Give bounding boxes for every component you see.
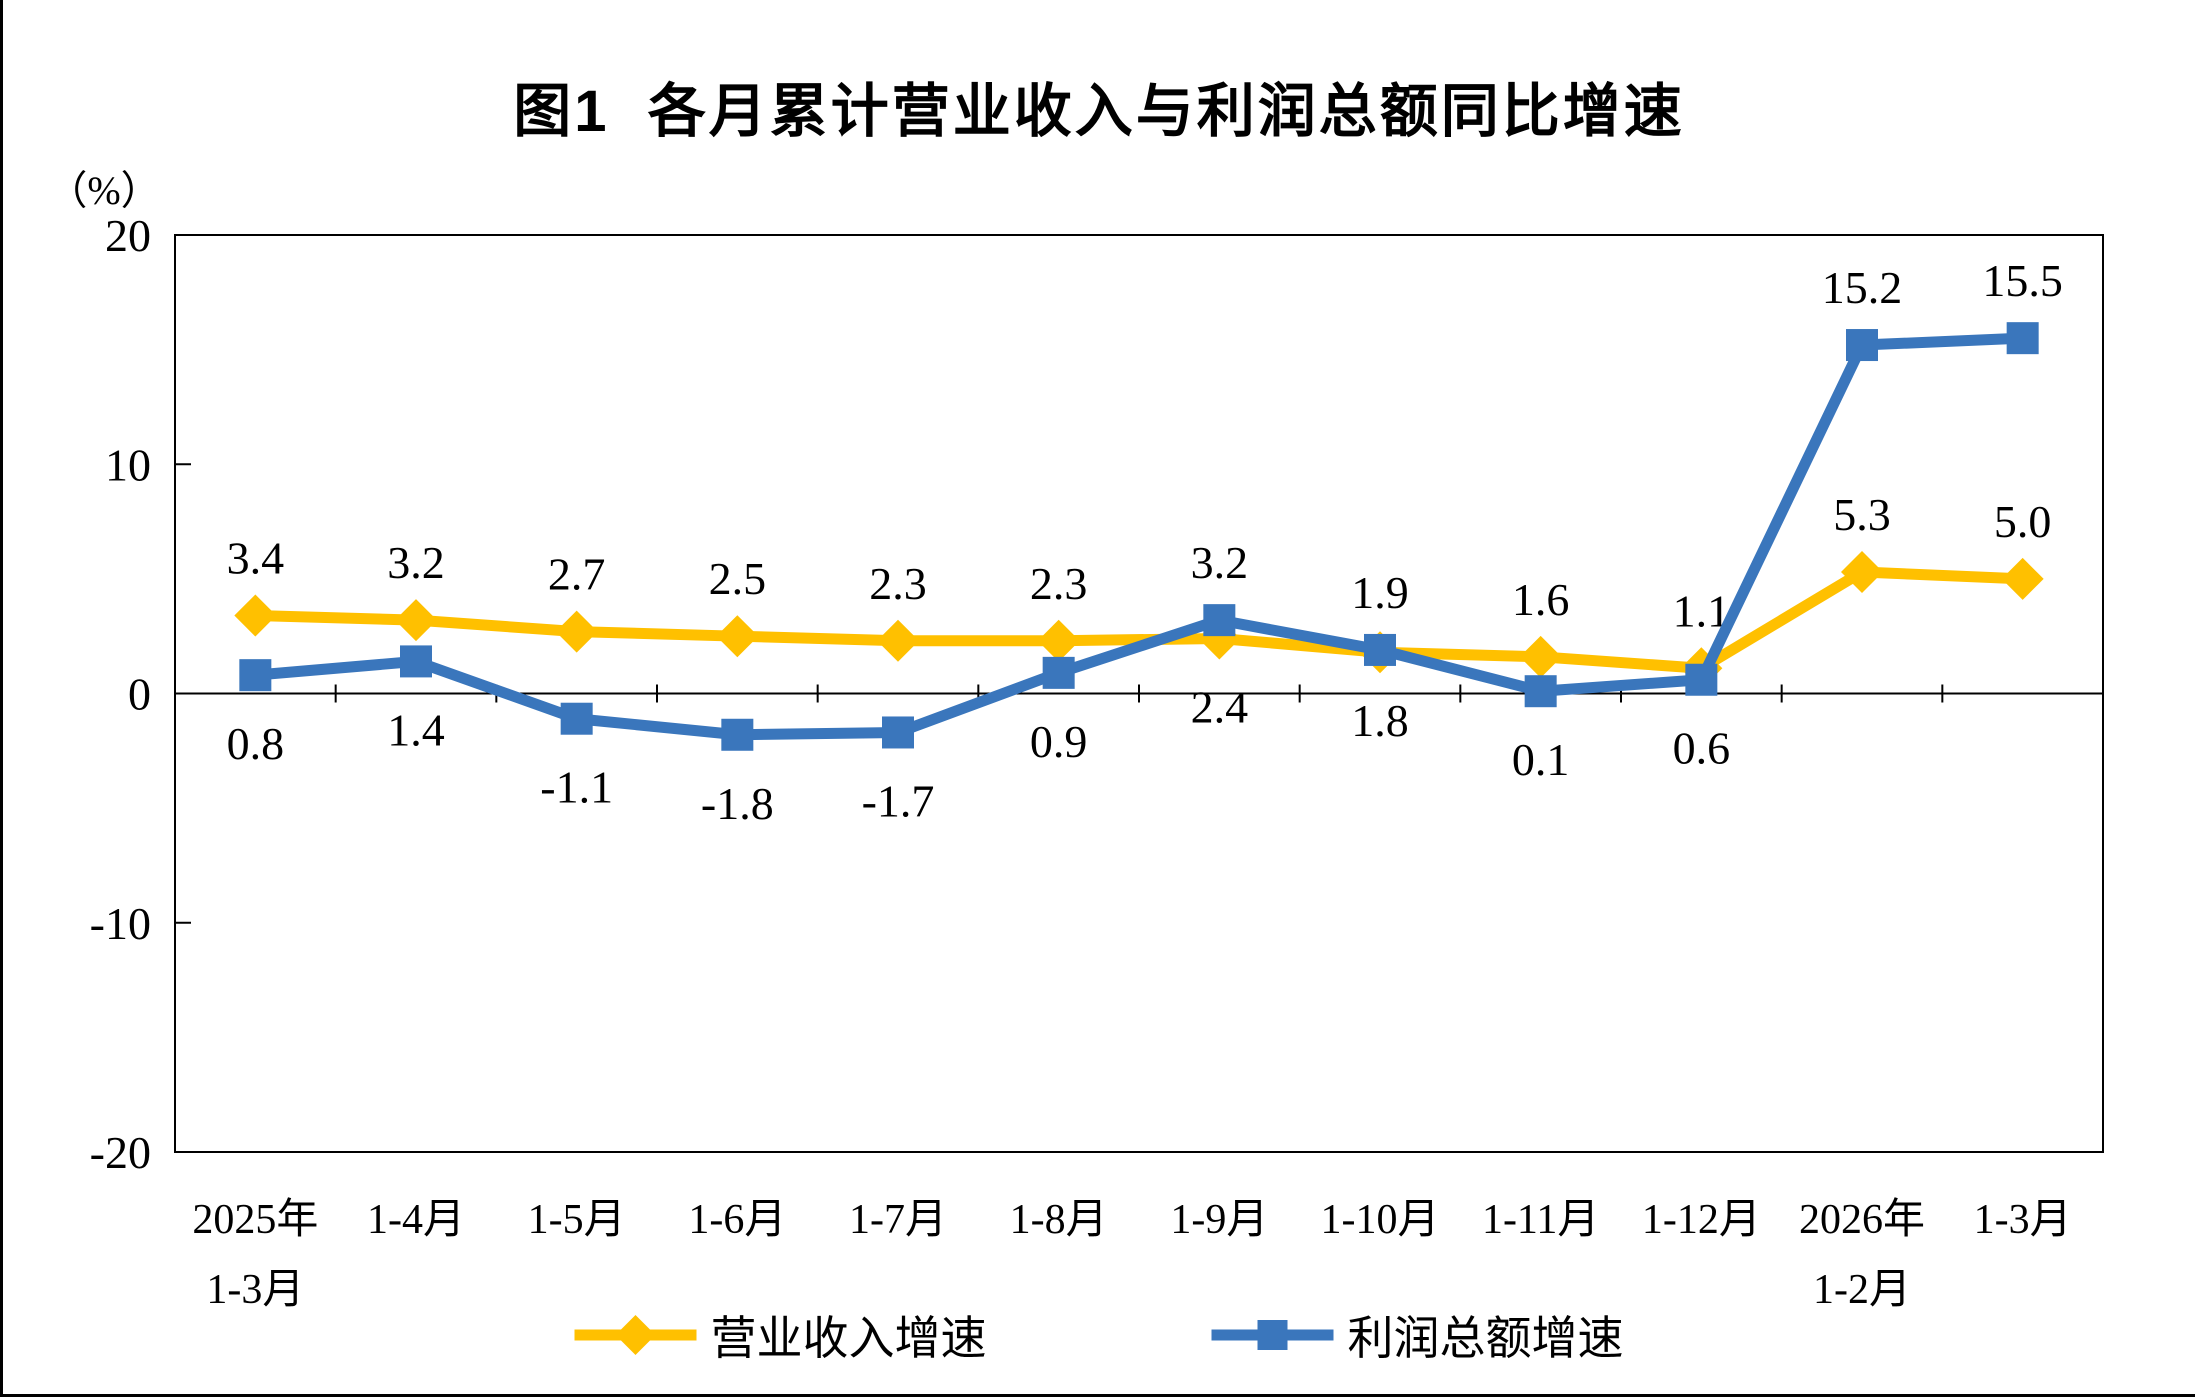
legend-item-0: 营业收入增速 <box>574 1302 987 1368</box>
data-point-label: 2.7 <box>548 549 606 600</box>
data-point-label: 1.6 <box>1512 574 1570 625</box>
data-point-label: 5.3 <box>1833 489 1891 540</box>
x-axis-label: 1-11月 <box>1482 1197 1599 1243</box>
chart-title: 图1 各月累计营业收入与利润总额同比增速 <box>513 79 1685 144</box>
data-point-label: 1.9 <box>1351 567 1409 618</box>
legend-marker-diamond-icon <box>574 1315 697 1355</box>
x-axis-label: 1-12月 <box>1642 1197 1761 1243</box>
data-point-label: 3.2 <box>387 537 445 588</box>
x-axis-label: 1-3月 <box>1974 1197 2072 1243</box>
data-point-label: 2.4 <box>1191 681 1249 732</box>
data-point-label: 3.2 <box>1191 537 1249 588</box>
data-point-label: 2.3 <box>1030 558 1088 609</box>
x-axis-label: 1-2月 <box>1813 1267 1911 1313</box>
diamond-marker <box>2001 557 2044 600</box>
square-marker <box>1846 329 1878 362</box>
x-axis-label: 1-7月 <box>849 1197 947 1243</box>
square-marker <box>1203 604 1236 637</box>
line-chart: 20 10 0 -10 -20 2025年 1-3月 1-4月 1-5月 1-6月 1-7月 1-8月… <box>90 210 2104 1313</box>
data-point-label: -1.7 <box>862 775 935 826</box>
data-point-label: 15.5 <box>1982 255 2063 306</box>
square-marker <box>1364 633 1396 666</box>
data-point-label: -1.8 <box>701 778 774 829</box>
data-point-label: 0.1 <box>1512 734 1570 785</box>
data-point-label: 5.0 <box>1994 496 2052 547</box>
series-line-1 <box>254 332 2023 741</box>
legend-label-0: 营业收入增速 <box>710 1313 987 1364</box>
diamond-marker <box>1841 550 1883 593</box>
x-axis-label: 1-3月 <box>206 1267 304 1313</box>
diamond-marker <box>1037 619 1080 662</box>
series-line-0 <box>255 566 2023 674</box>
data-point-label: 2.5 <box>709 553 767 604</box>
square-marker <box>560 702 593 735</box>
data-point-label: 15.2 <box>1822 262 1903 313</box>
data-point-label: 0.6 <box>1673 723 1731 774</box>
data-point-label: 3.4 <box>227 533 285 584</box>
data-point-label: -1.1 <box>540 762 613 813</box>
diamond-marker <box>716 615 759 658</box>
y-tick-label: 20 <box>105 210 151 261</box>
x-axis-label: 2025年 <box>192 1196 318 1243</box>
y-tick-label: 10 <box>105 439 151 490</box>
legend: 营业收入增速 利润总额增速 <box>574 1302 1624 1368</box>
x-axis-label: 1-10月 <box>1321 1197 1440 1243</box>
diamond-marker <box>555 610 598 653</box>
square-marker <box>239 659 272 692</box>
data-point-label: 0.9 <box>1030 716 1088 767</box>
x-axis-label: 1-9月 <box>1170 1197 1268 1243</box>
x-axis-label: 1-6月 <box>688 1197 786 1243</box>
x-axis-label: 1-5月 <box>528 1197 626 1243</box>
diamond-marker <box>395 599 437 642</box>
legend-label-1: 利润总额增速 <box>1347 1313 1624 1364</box>
square-marker <box>2006 322 2039 355</box>
square-marker <box>882 716 914 749</box>
diamond-marker <box>1519 635 1562 678</box>
y-tick-label: 0 <box>128 669 151 720</box>
square-marker <box>400 645 432 678</box>
data-point-label: 1.8 <box>1351 695 1409 746</box>
y-axis-unit-label: （%） <box>47 168 161 213</box>
legend-marker-square-icon <box>1211 1320 1334 1350</box>
x-axis-label: 1-4月 <box>367 1197 465 1243</box>
y-tick-label: -20 <box>90 1127 151 1178</box>
x-axis-label: 2026年 <box>1799 1196 1925 1243</box>
y-tick-label: -10 <box>90 898 151 949</box>
data-point-label: 0.8 <box>227 718 285 769</box>
x-axis-label: 1-8月 <box>1010 1197 1108 1243</box>
data-point-label: 1.4 <box>387 704 445 755</box>
data-point-label: 2.3 <box>869 558 927 609</box>
diamond-marker <box>234 594 277 637</box>
square-marker <box>1042 656 1075 689</box>
diamond-marker <box>877 619 919 662</box>
square-marker <box>721 718 754 751</box>
square-marker <box>1685 663 1718 696</box>
square-marker <box>1524 675 1557 708</box>
legend-item-1: 利润总额增速 <box>1211 1302 1624 1368</box>
